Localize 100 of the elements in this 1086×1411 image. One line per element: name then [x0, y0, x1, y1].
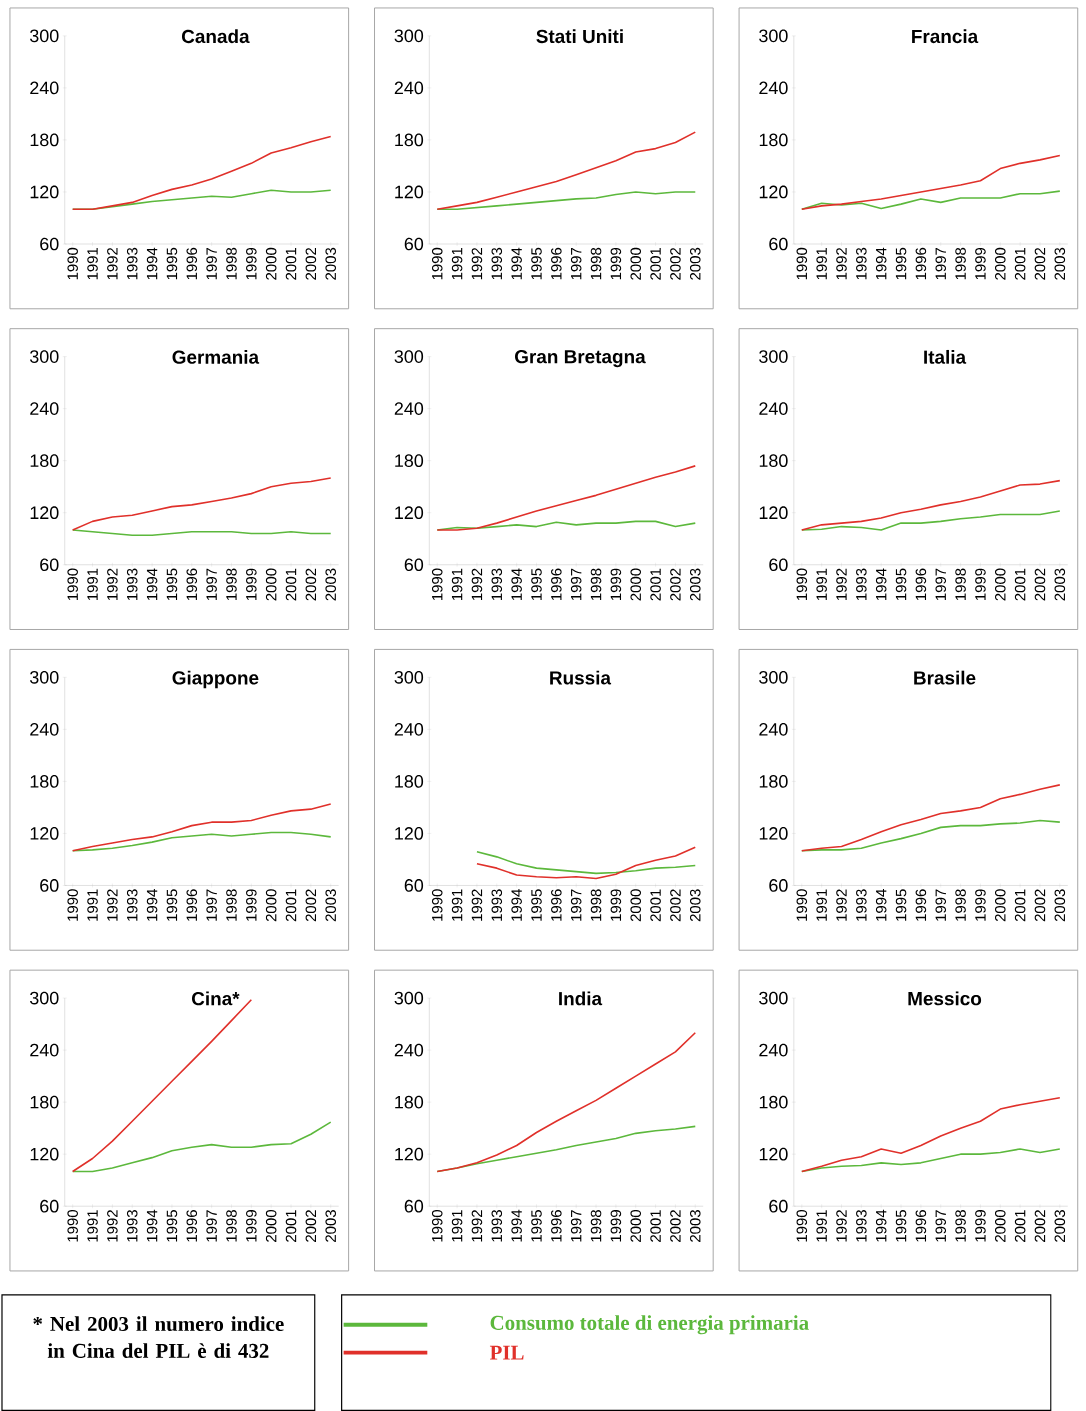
y-tick-label: 180 — [30, 775, 59, 788]
x-tick-label: 2001 — [650, 247, 662, 280]
x-tick-label: 1992 — [836, 889, 847, 921]
y-tick-label: 240 — [30, 722, 59, 736]
x-tick-label: 1993 — [491, 247, 503, 280]
x-tick-label: 1998 — [590, 247, 602, 280]
x-tick-label: 1993 — [127, 247, 138, 280]
x-tick-label: 2001 — [285, 568, 297, 601]
y-tick-label: 300 — [30, 29, 59, 43]
chart-title: Gran Bretagna — [515, 349, 646, 368]
x-tick-label: 1999 — [246, 1210, 257, 1242]
x-tick-label: 1995 — [531, 1210, 542, 1242]
x-tick-label: 2001 — [650, 889, 662, 922]
x-tick-label: 2002 — [305, 568, 317, 601]
chart-title: Russia — [550, 670, 612, 685]
y-tick-label: 240 — [759, 722, 788, 736]
line-series — [801, 819, 1061, 852]
line-series — [72, 135, 332, 211]
chart-title: Stati Uniti — [536, 29, 623, 44]
x-tick-label: 1993 — [127, 889, 138, 921]
x-tick-label: 1999 — [246, 889, 257, 921]
y-tick-label: 120 — [759, 185, 788, 199]
x-tick-label: 1992 — [471, 568, 483, 601]
x-tick-label: 1991 — [87, 889, 98, 921]
y-tick-label: 240 — [759, 1043, 788, 1057]
x-tick-label: 2003 — [325, 247, 337, 280]
x-tick-label: 2000 — [995, 1210, 1006, 1242]
x-tick-label: 2001 — [1015, 568, 1026, 601]
y-tick-label: 120 — [30, 827, 59, 840]
line-series — [72, 831, 332, 852]
x-tick-label: 2001 — [1015, 889, 1026, 922]
text: Consumo totale di energia primaria — [490, 1315, 809, 1335]
y-tick-label: 60 — [40, 558, 59, 572]
y-tick-label: 240 — [394, 402, 424, 415]
x-tick-label: 1996 — [186, 889, 198, 921]
x-tick-label: 1996 — [186, 1210, 198, 1242]
line-series — [436, 465, 697, 531]
x-tick-label: 1997 — [571, 568, 582, 601]
y-tick-label: 120 — [395, 827, 424, 840]
y-tick-label: 60 — [404, 237, 424, 251]
x-tick-label: 1990 — [796, 889, 808, 921]
x-tick-label: 1990 — [432, 568, 443, 601]
y-tick-label: 180 — [759, 454, 788, 468]
y-tick-label: 60 — [769, 237, 788, 251]
x-tick-label: 1998 — [590, 1210, 602, 1242]
y-tick-label: 120 — [30, 185, 59, 199]
y-tick-label: 300 — [759, 350, 788, 363]
x-tick-label: 1998 — [226, 568, 237, 601]
x-tick-label: 2000 — [266, 568, 277, 601]
y-tick-label: 300 — [30, 350, 59, 363]
x-tick-label: 2000 — [266, 1210, 277, 1242]
x-tick-label: 2001 — [1015, 1210, 1026, 1242]
y-tick-label: 180 — [395, 454, 424, 468]
x-tick-label: 2001 — [650, 1210, 662, 1242]
x-tick-label: 1992 — [471, 889, 483, 921]
x-tick-label: 2000 — [630, 1210, 642, 1242]
x-tick-label: 1997 — [571, 1210, 582, 1242]
y-tick-label: 120 — [395, 1147, 424, 1161]
y-tick-label: 180 — [759, 775, 788, 788]
x-tick-label: 2001 — [285, 889, 297, 922]
y-tick-label: 60 — [404, 558, 424, 572]
x-tick-label: 2002 — [305, 889, 317, 922]
x-tick-label: 1999 — [610, 889, 622, 921]
x-tick-label: 1990 — [67, 568, 79, 601]
x-tick-label: 1999 — [610, 568, 622, 601]
x-tick-label: 1992 — [107, 568, 118, 601]
x-tick-label: 1995 — [895, 1210, 907, 1242]
x-tick-label: 1992 — [107, 247, 118, 280]
line-series — [801, 784, 1061, 852]
y-tick-label: 120 — [30, 506, 59, 520]
x-tick-label: 1992 — [836, 1210, 847, 1242]
x-tick-label: 1994 — [146, 247, 158, 280]
y-tick-label: 240 — [30, 402, 59, 415]
y-tick-label: 120 — [395, 506, 424, 520]
x-tick-label: 1997 — [571, 247, 582, 280]
x-tick-label: 1990 — [432, 1210, 443, 1242]
x-tick-label: 1999 — [246, 568, 257, 601]
line-series — [436, 131, 697, 211]
x-tick-label: 1993 — [491, 568, 503, 601]
line-series — [72, 1121, 332, 1173]
chart-title: Francia — [912, 29, 979, 44]
y-tick-label: 180 — [759, 133, 788, 147]
chart-title: Messico — [908, 991, 982, 1006]
x-tick-label: 1997 — [206, 889, 218, 921]
x-tick-label: 1997 — [571, 889, 582, 921]
x-tick-label: 1990 — [796, 568, 808, 601]
y-tick-label: 180 — [30, 133, 59, 147]
x-tick-label: 1992 — [107, 889, 118, 921]
x-tick-label: 1990 — [796, 247, 808, 280]
y-tick-label: 60 — [40, 1199, 59, 1213]
line-series — [801, 1096, 1061, 1173]
x-tick-label: 1999 — [246, 247, 257, 280]
y-tick-label: 240 — [30, 81, 59, 95]
x-tick-label: 1996 — [915, 1210, 927, 1242]
x-tick-label: 1993 — [856, 568, 867, 601]
x-tick-label: 1994 — [876, 1209, 887, 1242]
x-tick-label: 2002 — [670, 1210, 681, 1242]
line-series — [72, 477, 332, 531]
x-tick-label: 1994 — [146, 889, 158, 921]
y-tick-label: 120 — [759, 827, 788, 840]
